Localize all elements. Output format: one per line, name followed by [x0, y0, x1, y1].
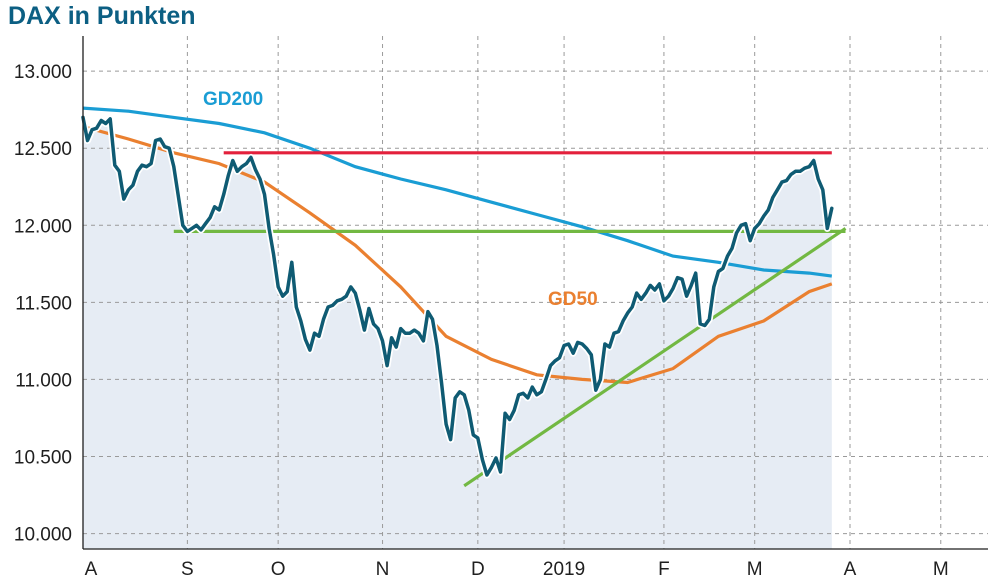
- dax-price-line: [81, 115, 834, 477]
- x-tick-label: 2019: [543, 559, 585, 579]
- x-tick-label: N: [376, 559, 390, 579]
- trend-line: [463, 227, 847, 488]
- y-tick-label: 10.000: [14, 525, 72, 546]
- y-tick-label: 12.000: [14, 216, 72, 237]
- series-layer: [79, 106, 847, 488]
- x-tick-label: M: [747, 559, 763, 579]
- x-tick-label: A: [85, 559, 98, 579]
- y-tick-label: 13.000: [14, 62, 72, 83]
- x-tick-label: A: [844, 559, 857, 579]
- x-tick-label: M: [933, 559, 949, 579]
- x-tick-label: D: [471, 559, 485, 579]
- y-axis: 10.000 10.500 11.000 11.500 12.000 12.500 13.0…: [14, 36, 84, 549]
- y-tick-label: 10.500: [14, 448, 72, 469]
- gd50-line: [82, 125, 833, 385]
- y-tick-label: 11.500: [15, 293, 72, 314]
- area-layer: [83, 117, 832, 550]
- gd50-label: GD50: [548, 289, 598, 310]
- y-tick-label: 12.500: [14, 139, 72, 160]
- y-tick-label: 11.000: [15, 370, 72, 391]
- x-tick-label: S: [181, 559, 194, 579]
- series-labels: GD200 GD50: [203, 89, 598, 310]
- chart-title: DAX in Punkten: [8, 2, 196, 30]
- x-tick-label: F: [658, 559, 670, 579]
- x-tick-label: O: [271, 559, 286, 579]
- gd200-label: GD200: [203, 89, 263, 110]
- grid-layer: [83, 36, 988, 549]
- x-axis: A S O N D 2019 F M A M: [83, 548, 988, 579]
- area-fill: [83, 117, 832, 550]
